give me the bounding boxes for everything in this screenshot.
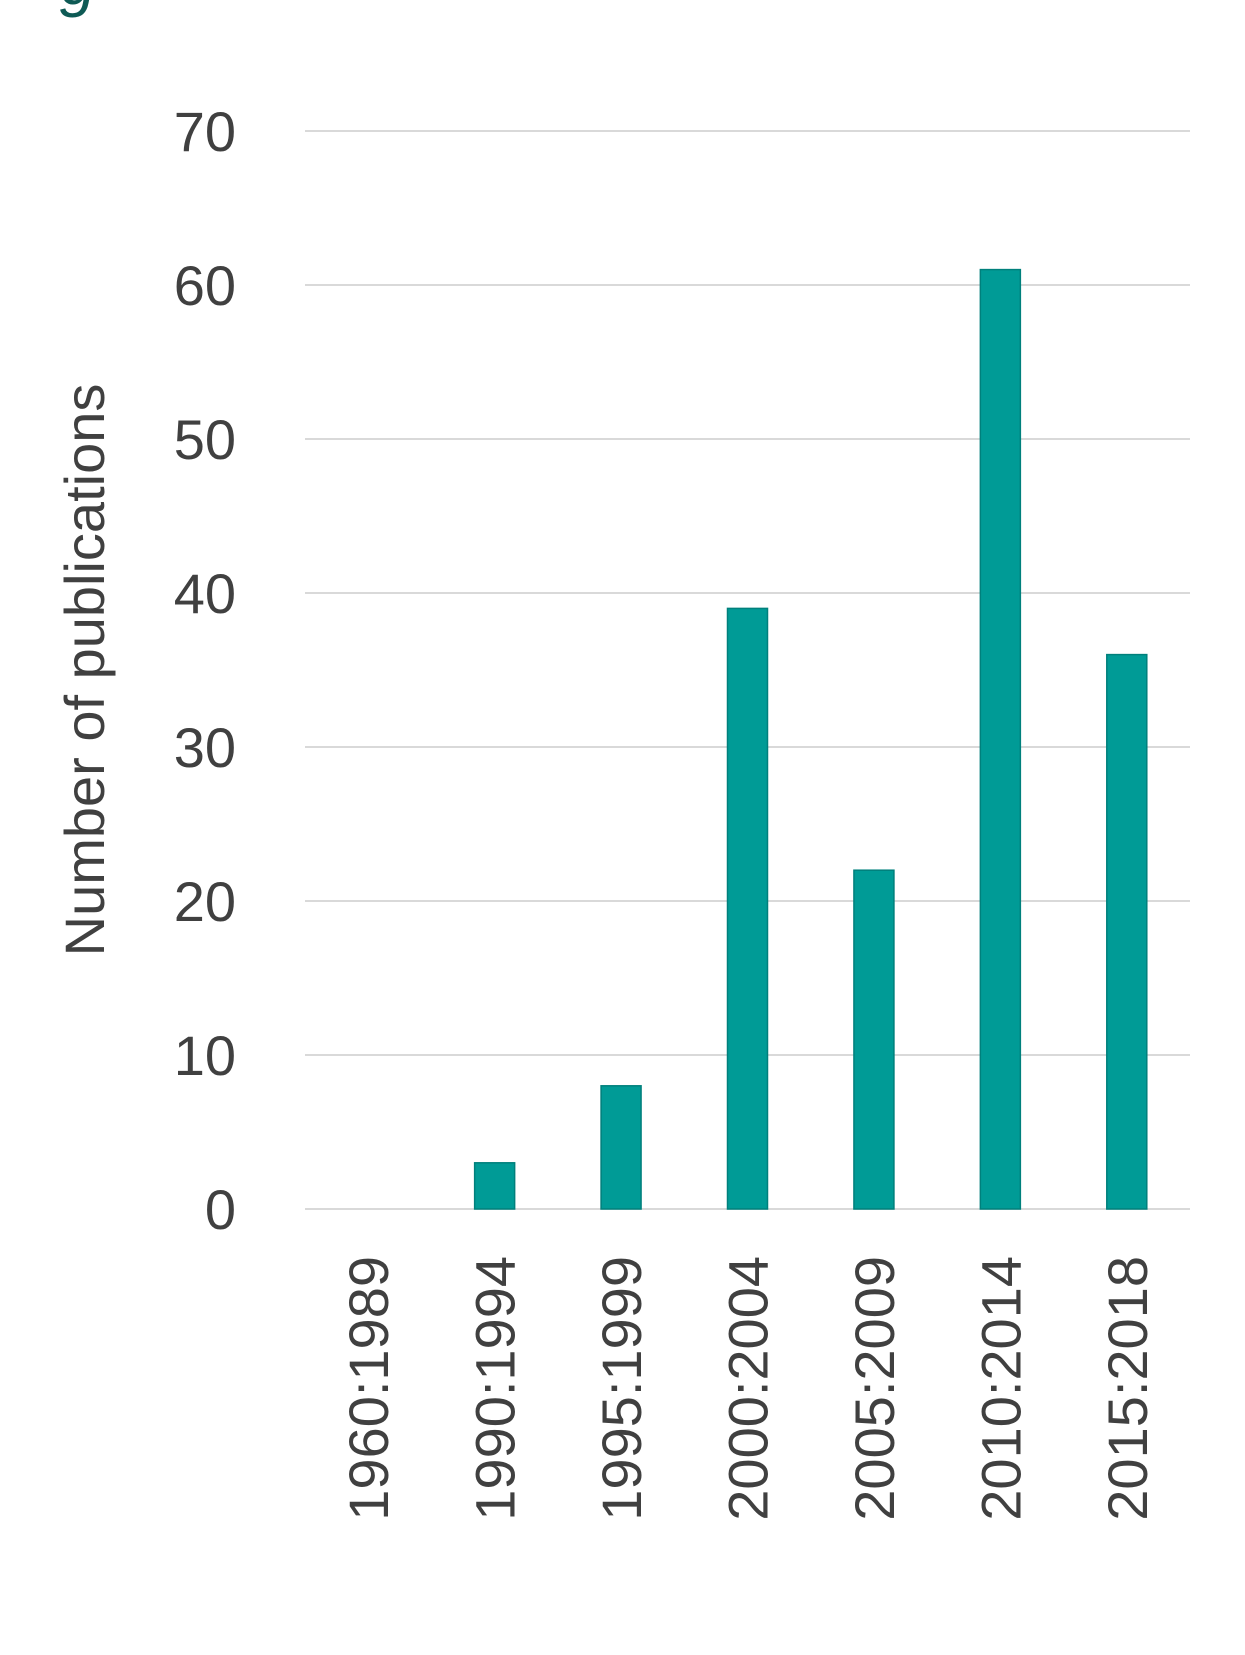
x-tick-label: 1995:1999 xyxy=(590,1256,653,1521)
bar-1995:1999 xyxy=(600,1085,642,1210)
y-tick-label: 60 xyxy=(174,254,236,317)
bar-2000:2004 xyxy=(726,607,769,1210)
x-axis-ticks: 1960:1989 1990:1994 1995:1999 2000:2004 2005… xyxy=(337,1256,1159,1521)
svg-text:g: g xyxy=(60,0,96,18)
y-tick-label: 50 xyxy=(174,408,236,471)
bar-2005:2009 xyxy=(853,869,895,1210)
y-axis-title: Number of publications xyxy=(53,384,116,957)
y-tick-label: 0 xyxy=(205,1178,236,1241)
x-tick-label: 2005:2009 xyxy=(843,1256,906,1521)
bar-2015:2018 xyxy=(1106,653,1148,1210)
bar-2010:2014 xyxy=(979,268,1022,1210)
x-tick-label: 2010:2014 xyxy=(969,1256,1032,1521)
y-tick-label: 20 xyxy=(174,870,236,933)
x-tick-label: 1990:1994 xyxy=(464,1256,527,1521)
y-tick-label: 30 xyxy=(174,716,236,779)
y-tick-label: 70 xyxy=(174,100,236,163)
x-tick-label: 2000:2004 xyxy=(717,1256,780,1521)
y-axis-ticks: 0 10 20 30 40 50 60 70 xyxy=(174,100,236,1241)
y-tick-label: 10 xyxy=(174,1024,236,1087)
bar-1990:1994 xyxy=(473,1162,516,1210)
bars xyxy=(473,268,1148,1210)
y-tick-label: 40 xyxy=(174,562,236,625)
x-tick-label: 2015:2018 xyxy=(1096,1256,1159,1521)
cropped-title-fragment: g xyxy=(60,0,96,18)
x-tick-label: 1960:1989 xyxy=(337,1256,400,1521)
